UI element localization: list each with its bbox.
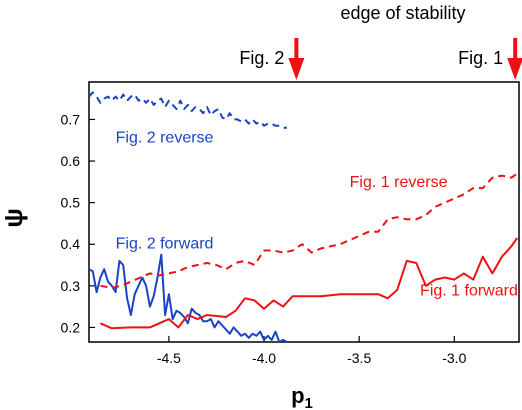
top-annotation: edge of stability	[340, 3, 465, 23]
x-tick-label: -3.5	[347, 350, 371, 366]
marker-label-fig-1: Fig. 1	[458, 48, 503, 68]
marker-arrow-shaft-fig-1	[513, 38, 518, 62]
x-tick-label: -4.0	[252, 350, 276, 366]
series-label-fig-2-reverse: Fig. 2 reverse	[116, 129, 214, 146]
x-axis-label: p1	[291, 383, 313, 410]
series-line-fig-1-reverse	[100, 172, 518, 289]
marker-arrow-head-fig-1	[507, 58, 522, 80]
series-label-fig-2-forward: Fig. 2 forward	[116, 235, 214, 252]
series-label-fig-1-reverse: Fig. 1 reverse	[350, 174, 448, 191]
y-axis-label: ψ	[0, 208, 28, 228]
marker-label-fig-2: Fig. 2	[239, 48, 284, 68]
y-tick-label: 0.4	[61, 236, 81, 252]
series-line-fig-2-forward	[89, 253, 288, 342]
y-tick-label: 0.2	[61, 319, 81, 335]
x-axis-label-subscript: 1	[305, 395, 313, 410]
stability-markers: Fig. 2 Fig. 1	[239, 38, 522, 80]
series-label-fig-1-forward: Fig. 1 forward	[420, 282, 518, 299]
y-tick-label: 0.5	[61, 195, 81, 211]
marker-arrow-head-fig-2	[288, 58, 305, 80]
series-line-fig-2-reverse	[89, 91, 287, 129]
x-axis-label-main: p	[291, 383, 304, 408]
series-layer	[89, 91, 518, 342]
series-labels: Fig. 2 reverse Fig. 2 forward Fig. 1 rever…	[116, 129, 518, 299]
y-tick-label: 0.6	[61, 153, 81, 169]
y-tick-label: 0.7	[61, 111, 81, 127]
axis-ticks: -4.5 -4.0 -3.5 -3.0 0.2 0.3 0.4 0.5 0.6 0.7	[61, 111, 467, 366]
x-tick-label: -3.0	[442, 350, 466, 366]
y-tick-label: 0.3	[61, 278, 81, 294]
marker-arrow-shaft-fig-2	[294, 38, 299, 62]
series-line-fig-1-forward	[99, 237, 518, 330]
plot-frame	[88, 81, 520, 343]
x-tick-label: -4.5	[157, 350, 181, 366]
